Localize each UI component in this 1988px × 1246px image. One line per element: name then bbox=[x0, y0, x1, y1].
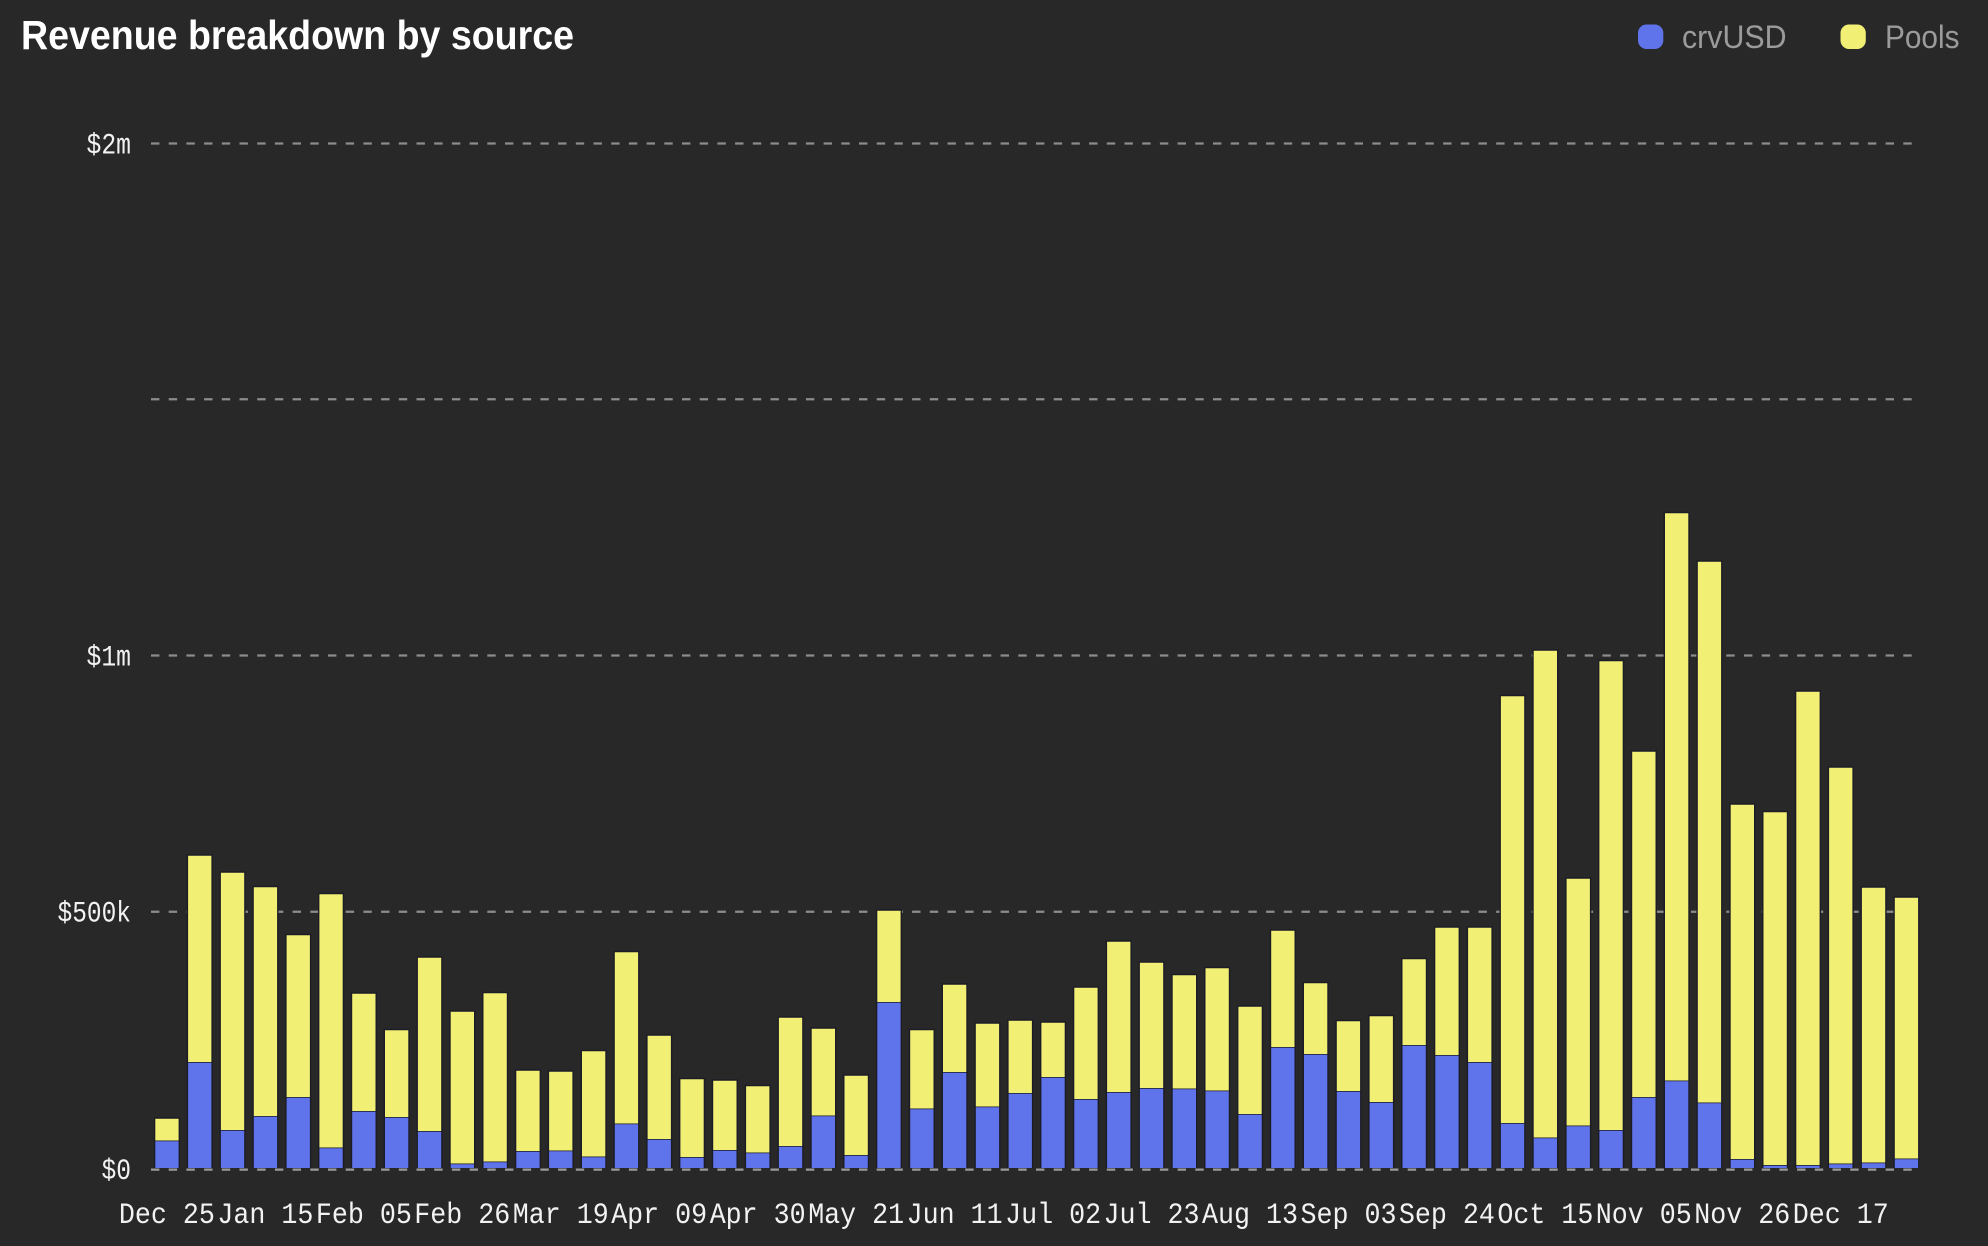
svg-text:Nov 26: Nov 26 bbox=[1694, 1199, 1790, 1233]
svg-text:Feb 05: Feb 05 bbox=[316, 1199, 412, 1233]
svg-text:$0: $0 bbox=[102, 1155, 132, 1189]
svg-text:Jul 02: Jul 02 bbox=[1005, 1199, 1101, 1233]
svg-text:Sep 24: Sep 24 bbox=[1399, 1199, 1495, 1233]
svg-text:Dec 25: Dec 25 bbox=[119, 1199, 215, 1233]
svg-text:$1m: $1m bbox=[87, 641, 132, 675]
svg-text:$2m: $2m bbox=[87, 129, 132, 163]
svg-text:May 21: May 21 bbox=[808, 1199, 904, 1233]
svg-text:crvUSD: crvUSD bbox=[1682, 19, 1787, 55]
svg-text:Aug 13: Aug 13 bbox=[1202, 1199, 1298, 1233]
svg-text:Jan 15: Jan 15 bbox=[217, 1199, 313, 1233]
svg-text:Nov 05: Nov 05 bbox=[1596, 1199, 1692, 1233]
svg-text:Apr 09: Apr 09 bbox=[611, 1199, 707, 1233]
svg-text:Revenue breakdown by source: Revenue breakdown by source bbox=[21, 12, 574, 58]
svg-text:Pools: Pools bbox=[1885, 19, 1960, 55]
svg-text:Apr 30: Apr 30 bbox=[710, 1199, 806, 1233]
svg-text:Oct 15: Oct 15 bbox=[1497, 1199, 1593, 1233]
svg-text:Jun 11: Jun 11 bbox=[907, 1199, 1003, 1233]
svg-text:Jul 23: Jul 23 bbox=[1104, 1199, 1200, 1233]
svg-text:Sep 03: Sep 03 bbox=[1301, 1199, 1397, 1233]
svg-text:Feb 26: Feb 26 bbox=[414, 1199, 510, 1233]
svg-text:Mar 19: Mar 19 bbox=[513, 1199, 609, 1233]
svg-text:Dec 17: Dec 17 bbox=[1793, 1199, 1889, 1233]
svg-text:$500k: $500k bbox=[58, 898, 132, 932]
